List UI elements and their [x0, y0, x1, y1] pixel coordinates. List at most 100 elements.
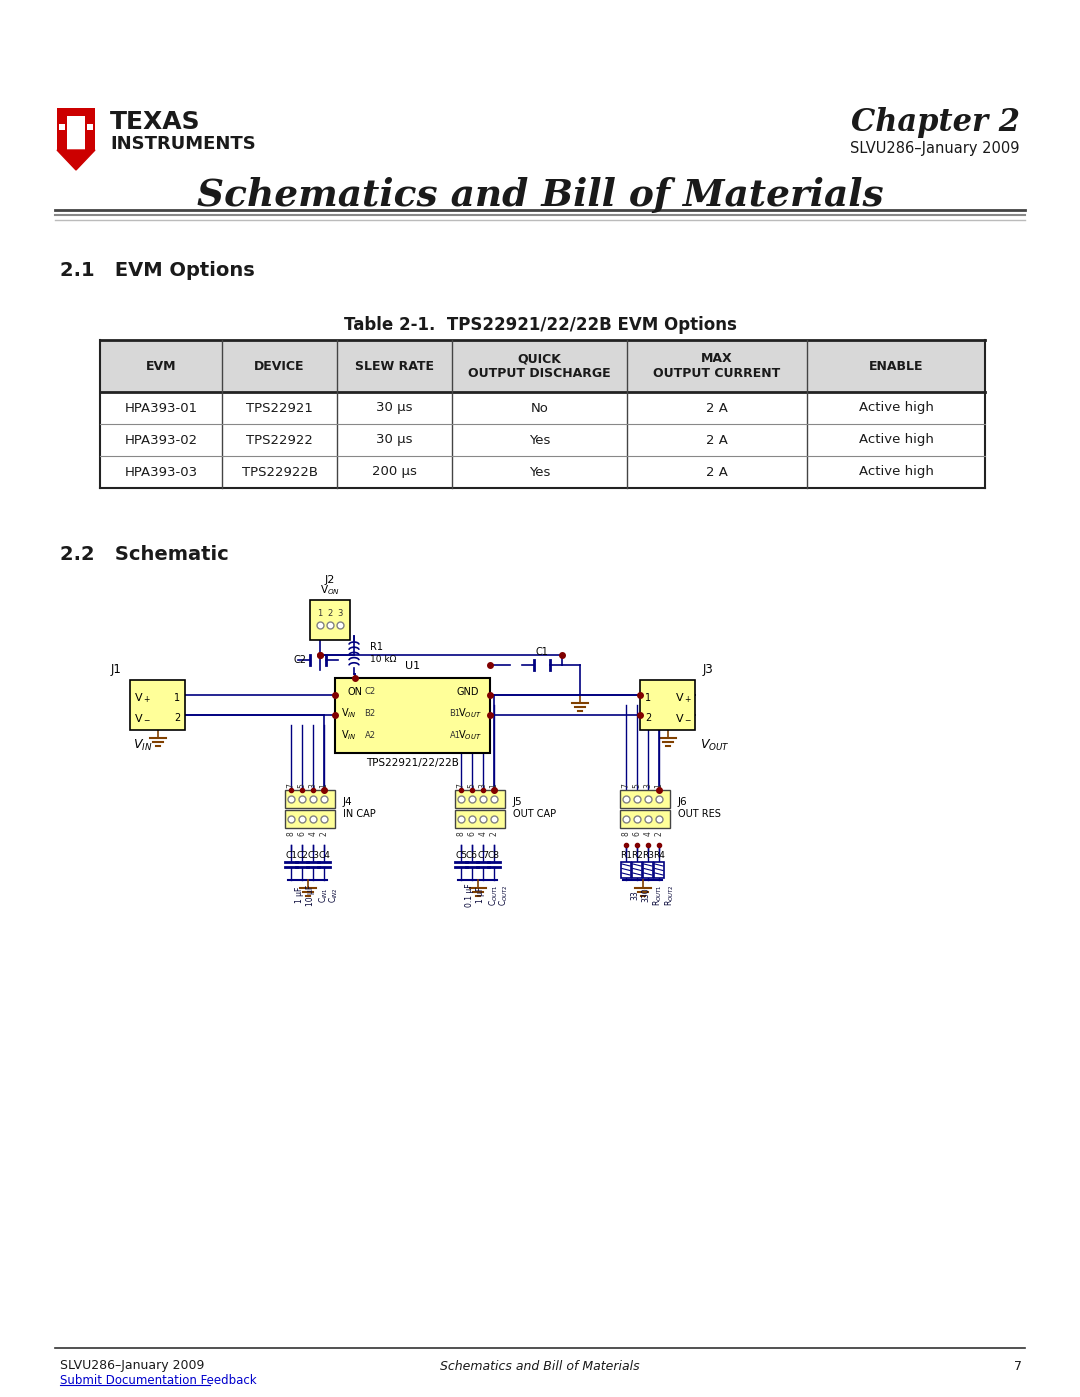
Text: R$_{OUT1}$: R$_{OUT1}$ [652, 884, 664, 905]
Text: Yes: Yes [529, 465, 550, 479]
Text: 2: 2 [320, 831, 328, 837]
Text: QUICK
OUTPUT DISCHARGE: QUICK OUTPUT DISCHARGE [469, 352, 611, 380]
Text: J4: J4 [343, 798, 353, 807]
Text: R1: R1 [620, 851, 632, 859]
Text: No: No [530, 401, 549, 415]
Text: 1: 1 [654, 784, 663, 788]
Text: J3: J3 [703, 664, 714, 676]
Text: V$_{OUT}$: V$_{OUT}$ [458, 728, 482, 742]
Text: TPS22922B: TPS22922B [242, 465, 318, 479]
Text: Schematics and Bill of Materials: Schematics and Bill of Materials [441, 1359, 639, 1372]
Text: 10 μF: 10 μF [306, 884, 315, 905]
Text: C5: C5 [455, 851, 467, 859]
Text: 7: 7 [621, 784, 631, 788]
Text: C2: C2 [364, 687, 376, 697]
Bar [621, 862, 631, 877]
Text: J5: J5 [513, 798, 523, 807]
Text: 1: 1 [489, 784, 499, 788]
Text: C8: C8 [488, 851, 500, 859]
Text: R$_{OUT2}$: R$_{OUT2}$ [663, 884, 675, 905]
Text: HPA393-01: HPA393-01 [124, 401, 198, 415]
Text: V$_-$: V$_-$ [675, 712, 691, 724]
Text: 5: 5 [468, 784, 476, 788]
Text: 33: 33 [630, 890, 639, 900]
Text: 330: 330 [642, 887, 650, 902]
Text: Submit Documentation Feedback: Submit Documentation Feedback [60, 1375, 257, 1387]
Text: U1: U1 [405, 661, 420, 671]
Text: Chapter 2: Chapter 2 [851, 106, 1020, 137]
Text: 6: 6 [633, 831, 642, 837]
Text: 3: 3 [337, 609, 342, 617]
Text: 200 μs: 200 μs [373, 465, 417, 479]
Bar [640, 680, 696, 731]
Text: ON: ON [348, 687, 363, 697]
Bar [85, 108, 95, 149]
Bar [632, 862, 642, 877]
Text: Table 2-1.  TPS22921/22/22B EVM Options: Table 2-1. TPS22921/22/22B EVM Options [343, 316, 737, 334]
Text: 1: 1 [645, 693, 651, 703]
Text: 2 A: 2 A [706, 433, 728, 447]
Bar [285, 810, 335, 828]
Bar [335, 678, 490, 753]
Text: 2 A: 2 A [706, 401, 728, 415]
Text: OUT CAP: OUT CAP [513, 809, 556, 819]
Text: C2: C2 [293, 655, 306, 665]
Text: J1: J1 [111, 664, 122, 676]
Text: 6: 6 [468, 831, 476, 837]
Bar [643, 862, 653, 877]
Text: 2.1   EVM Options: 2.1 EVM Options [60, 260, 255, 279]
Text: 8: 8 [457, 831, 465, 837]
Text: V$_{IN}$: V$_{IN}$ [133, 738, 152, 753]
Text: 30 μs: 30 μs [376, 433, 413, 447]
Bar [620, 789, 670, 807]
Text: B2: B2 [364, 708, 376, 718]
Text: 4: 4 [478, 831, 487, 837]
Text: 7: 7 [1014, 1359, 1022, 1372]
Text: HPA393-03: HPA393-03 [124, 465, 198, 479]
Text: MAX
OUTPUT CURRENT: MAX OUTPUT CURRENT [653, 352, 781, 380]
Text: 3: 3 [644, 784, 652, 788]
Text: 2 A: 2 A [706, 465, 728, 479]
Text: 10 kΩ: 10 kΩ [370, 655, 396, 664]
Text: 4: 4 [644, 831, 652, 837]
Bar [59, 124, 65, 130]
Text: HPA393-02: HPA393-02 [124, 433, 198, 447]
Text: 1 μF: 1 μF [476, 887, 485, 904]
Text: GND: GND [457, 687, 480, 697]
Text: Active high: Active high [859, 465, 933, 479]
Text: V$_+$: V$_+$ [675, 692, 691, 705]
Text: 2: 2 [327, 609, 333, 617]
Text: A1: A1 [449, 731, 460, 739]
Polygon shape [57, 149, 95, 170]
Text: 1: 1 [320, 784, 328, 788]
Text: 0.1 μF: 0.1 μF [465, 883, 474, 907]
Text: 2: 2 [654, 831, 663, 837]
Text: V$_+$: V$_+$ [134, 692, 150, 705]
Text: SLEW RATE: SLEW RATE [355, 359, 434, 373]
Text: 5: 5 [297, 784, 307, 788]
Text: OUT RES: OUT RES [678, 809, 720, 819]
Bar [130, 680, 185, 731]
Text: 7: 7 [286, 784, 296, 788]
Text: Active high: Active high [859, 433, 933, 447]
Bar [620, 810, 670, 828]
Text: 2: 2 [174, 712, 180, 724]
Text: TPS22921: TPS22921 [246, 401, 313, 415]
Text: TPS22921/22/22B: TPS22921/22/22B [366, 759, 459, 768]
Text: INSTRUMENTS: INSTRUMENTS [110, 136, 256, 154]
Text: C$_{OUT1}$: C$_{OUT1}$ [487, 884, 499, 905]
Text: Active high: Active high [859, 401, 933, 415]
Text: C4: C4 [319, 851, 329, 859]
Text: R4: R4 [653, 851, 665, 859]
Text: 8: 8 [286, 831, 296, 837]
Text: C3: C3 [307, 851, 319, 859]
Text: DEVICE: DEVICE [254, 359, 305, 373]
Text: 1 μF: 1 μF [295, 887, 303, 904]
Text: 8: 8 [621, 831, 631, 837]
Text: ENABLE: ENABLE [868, 359, 923, 373]
Text: C1: C1 [536, 647, 549, 657]
Text: R2: R2 [631, 851, 643, 859]
Text: IN CAP: IN CAP [343, 809, 376, 819]
Text: V$_{IN}$: V$_{IN}$ [341, 705, 356, 719]
Text: SLVU286–January 2009: SLVU286–January 2009 [851, 141, 1020, 155]
